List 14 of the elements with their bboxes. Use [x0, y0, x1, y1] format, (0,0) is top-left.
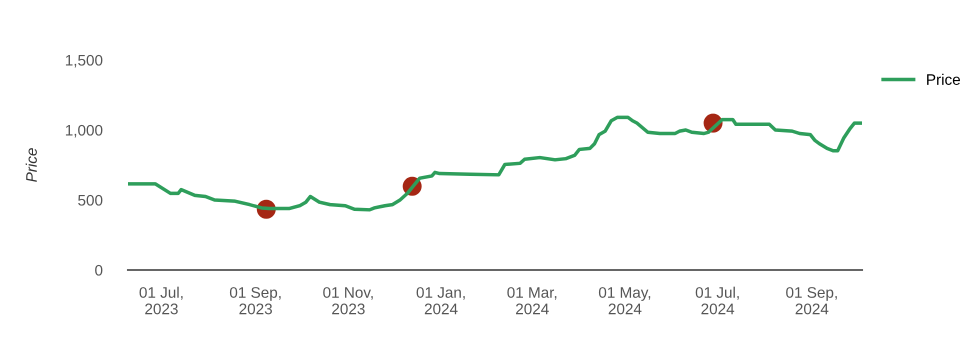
y-tick-label: 500	[78, 194, 102, 206]
x-tick-label: 01 Jul, 2024	[696, 286, 739, 314]
x-tick-label: 01 Sep, 2023	[230, 287, 281, 314]
y-tick-label: 1,500	[66, 54, 102, 68]
y-axis-title: Price	[26, 148, 37, 182]
x-tick-label: 01 Sep, 2024	[786, 287, 837, 314]
y-tick-label: 1,000	[66, 124, 102, 138]
x-tick-label: 01 Mar, 2024	[507, 287, 556, 314]
x-tick-label: 01 Nov, 2023	[323, 287, 373, 314]
y-tick-label: 0	[95, 264, 102, 276]
legend-label: Price	[927, 74, 960, 85]
x-tick-label: 01 Jan, 2024	[416, 287, 465, 314]
x-tick-label: 01 Jul, 2023	[140, 286, 183, 314]
x-tick-label: 01 May, 2024	[598, 287, 650, 314]
